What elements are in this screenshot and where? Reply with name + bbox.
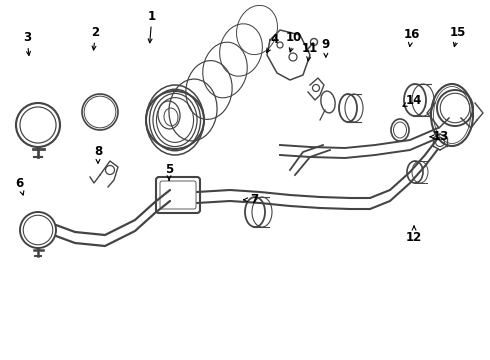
Text: 7: 7 xyxy=(251,193,259,206)
Text: 14: 14 xyxy=(406,94,422,107)
Text: 12: 12 xyxy=(406,231,422,244)
Text: 3: 3 xyxy=(23,31,31,44)
Text: 10: 10 xyxy=(286,31,302,44)
Text: 4: 4 xyxy=(270,33,278,46)
Text: 5: 5 xyxy=(165,163,173,176)
Text: 6: 6 xyxy=(16,177,24,190)
Text: 13: 13 xyxy=(433,130,449,143)
Text: 1: 1 xyxy=(148,10,156,23)
Text: 9: 9 xyxy=(322,39,330,51)
Text: 2: 2 xyxy=(92,26,99,39)
Text: 15: 15 xyxy=(450,26,466,39)
Text: 8: 8 xyxy=(94,145,102,158)
Text: 16: 16 xyxy=(403,28,420,41)
Text: 11: 11 xyxy=(301,42,318,55)
